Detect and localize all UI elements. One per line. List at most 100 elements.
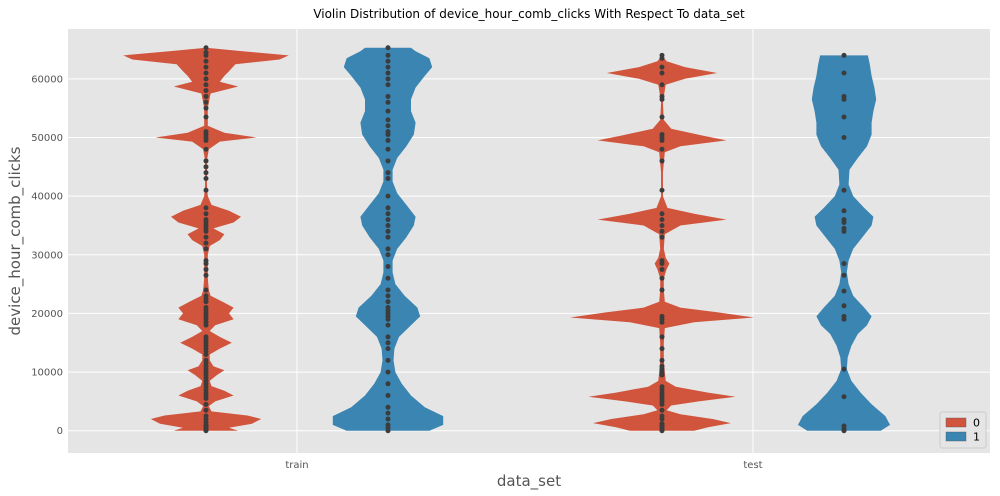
data-point	[385, 52, 391, 58]
data-point	[385, 76, 391, 82]
data-point	[203, 76, 209, 82]
data-point	[841, 272, 847, 278]
data-point	[385, 137, 391, 143]
data-point	[385, 305, 391, 311]
data-point	[659, 187, 665, 193]
data-point	[385, 322, 391, 328]
data-point	[203, 246, 209, 252]
data-point	[203, 93, 209, 99]
data-point	[203, 49, 209, 55]
data-point	[385, 252, 391, 258]
data-point	[841, 217, 847, 223]
data-point	[203, 217, 209, 223]
data-point	[841, 225, 847, 231]
data-point	[841, 93, 847, 99]
data-point	[203, 211, 209, 217]
data-point	[659, 313, 665, 319]
data-point	[203, 401, 209, 407]
data-point	[659, 384, 665, 390]
data-point	[385, 123, 391, 129]
chart-title: Violin Distribution of device_hour_comb_…	[313, 7, 745, 21]
data-point	[385, 334, 391, 340]
data-point	[385, 70, 391, 76]
data-point	[203, 58, 209, 64]
legend: 01	[939, 411, 987, 449]
data-point	[841, 187, 847, 193]
data-point	[203, 293, 209, 299]
data-point	[385, 340, 391, 346]
data-point	[385, 381, 391, 387]
data-point	[385, 222, 391, 228]
data-point	[203, 266, 209, 272]
data-point	[659, 357, 665, 363]
data-point	[659, 346, 665, 352]
data-point	[385, 299, 391, 305]
data-point	[659, 275, 665, 281]
data-point	[385, 234, 391, 240]
x-tick-label: train	[285, 460, 308, 471]
data-point	[203, 105, 209, 111]
data-point	[385, 416, 391, 422]
data-point	[203, 146, 209, 152]
data-point	[203, 258, 209, 264]
data-point	[659, 334, 665, 340]
data-point	[203, 70, 209, 76]
data-point	[203, 45, 209, 51]
data-point	[203, 272, 209, 278]
data-point	[659, 234, 665, 240]
data-point	[203, 88, 209, 94]
data-point	[841, 261, 847, 267]
data-point	[385, 117, 391, 123]
data-point	[385, 410, 391, 416]
data-point	[385, 93, 391, 99]
data-point	[385, 211, 391, 217]
data-point	[385, 108, 391, 114]
data-point	[385, 264, 391, 270]
data-point	[203, 176, 209, 182]
legend-swatch-0	[945, 417, 967, 428]
data-point	[385, 58, 391, 64]
data-point	[203, 114, 209, 120]
data-point	[841, 288, 847, 294]
data-point	[659, 222, 665, 228]
data-point	[203, 82, 209, 88]
data-point	[659, 132, 665, 138]
data-point	[385, 176, 391, 182]
data-point	[841, 303, 847, 309]
data-point	[203, 413, 209, 419]
data-point	[841, 52, 847, 58]
data-point	[203, 99, 209, 105]
x-axis-label: data_set	[497, 472, 561, 491]
data-points	[203, 45, 847, 434]
y-tick-label: 40000	[31, 192, 63, 203]
x-tick-label: test	[743, 460, 762, 471]
data-point	[841, 423, 847, 429]
data-point	[659, 421, 665, 427]
data-point	[385, 158, 391, 164]
data-point	[659, 217, 665, 223]
data-point	[203, 64, 209, 70]
data-point	[659, 158, 665, 164]
data-point	[385, 275, 391, 281]
data-point	[203, 234, 209, 240]
data-point	[385, 357, 391, 363]
data-point	[385, 404, 391, 410]
data-point	[385, 246, 391, 252]
data-point	[203, 170, 209, 176]
data-point	[203, 407, 209, 413]
data-point	[203, 240, 209, 246]
y-tick-label: 10000	[31, 368, 63, 379]
data-point	[385, 45, 391, 51]
y-tick-label: 0	[57, 426, 63, 437]
data-point	[385, 170, 391, 176]
data-point	[385, 393, 391, 399]
data-point	[659, 287, 665, 293]
data-point	[203, 164, 209, 170]
data-point	[659, 64, 665, 70]
data-point	[841, 366, 847, 372]
data-point	[385, 228, 391, 234]
data-point	[203, 305, 209, 311]
data-point	[659, 258, 665, 264]
legend-label: 1	[973, 431, 980, 444]
